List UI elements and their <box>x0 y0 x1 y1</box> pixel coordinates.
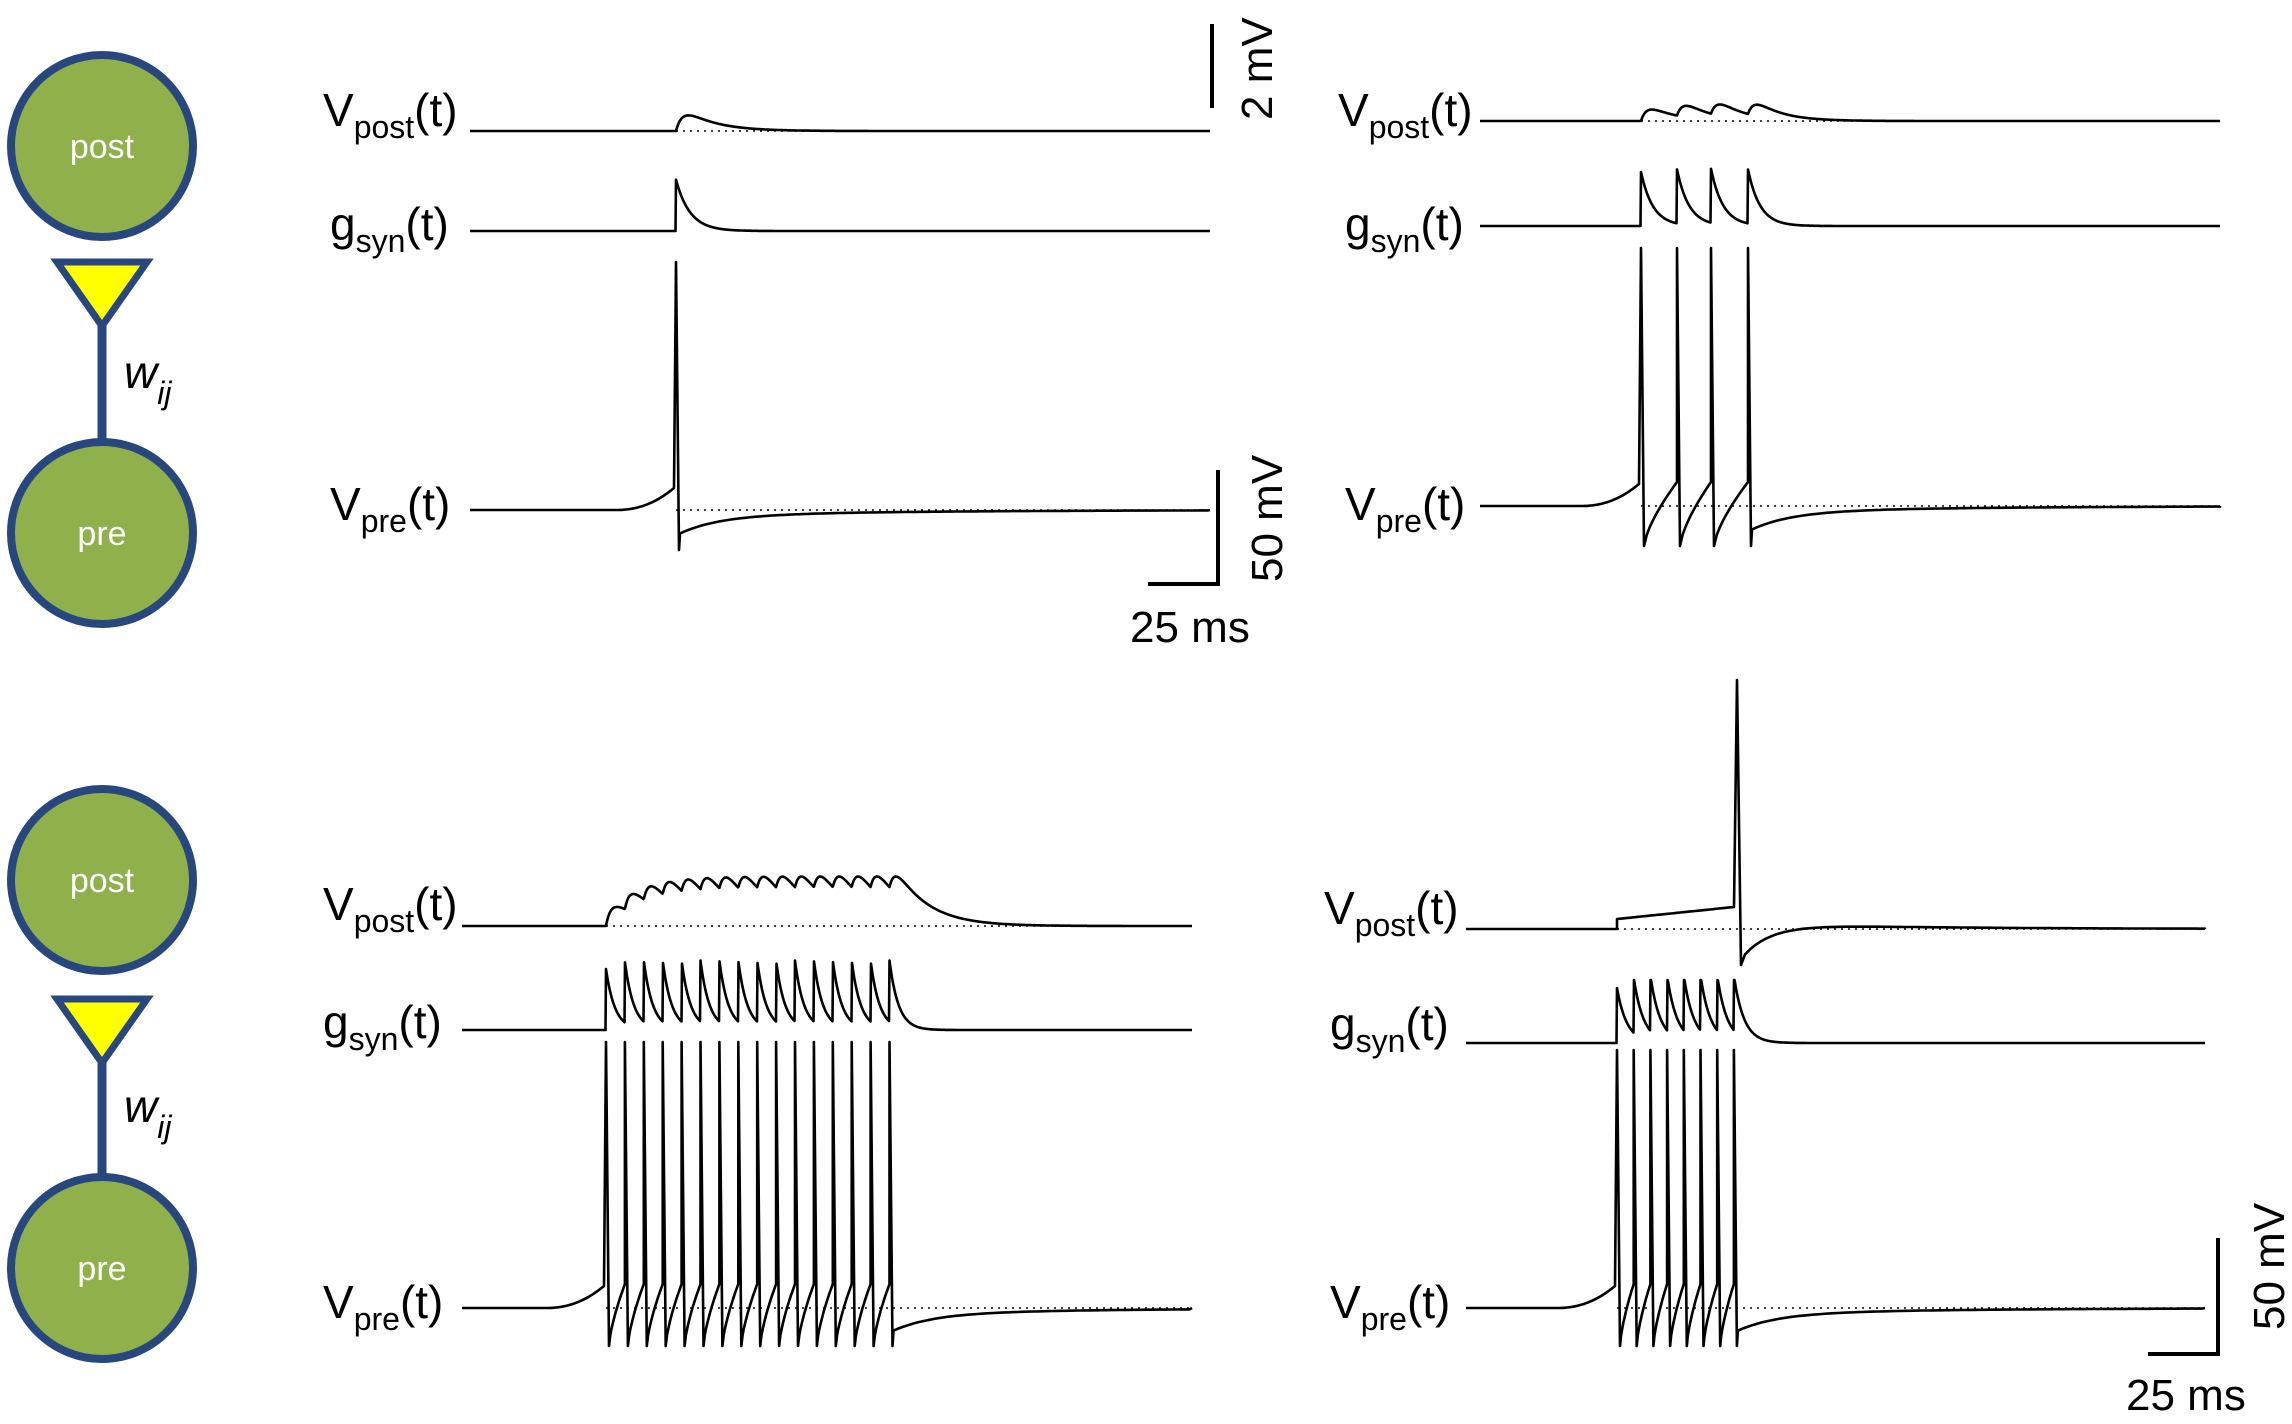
g-syn-label: gsyn(t) <box>1345 198 1464 259</box>
v-pre-trace <box>1480 246 2222 548</box>
g-syn-trace <box>461 959 1193 1032</box>
scale-bar-post-voltage: 2 mV <box>1210 17 1282 120</box>
traces-layer <box>461 103 2222 1348</box>
post-neuron <box>7 785 197 975</box>
schematic-top: post pre wij <box>7 51 197 628</box>
v-post-trace <box>461 875 1193 928</box>
schematic-bottom: post pre wij <box>7 785 197 1363</box>
v-post-label: Vpost(t) <box>323 878 458 939</box>
v-pre-label: Vpre(t) <box>330 478 450 539</box>
scale-bar-time-label: 25 ms <box>1130 603 1250 652</box>
g-syn-trace <box>1465 978 2206 1045</box>
g-syn-trace <box>469 178 1211 233</box>
post-neuron <box>7 51 197 241</box>
scale-bar-bottom: 50 mV 25 ms <box>2126 1202 2292 1420</box>
pre-neuron-label: pre <box>77 1250 126 1288</box>
g-syn-label: gsyn(t) <box>323 996 442 1057</box>
scale-bar-pre-voltage-label: 50 mV <box>1243 454 1292 582</box>
scale-bar-pre-voltage-label: 50 mV <box>2245 1202 2292 1330</box>
weight-label: wij <box>124 1080 172 1145</box>
v-pre-label: Vpre(t) <box>1330 1276 1450 1337</box>
v-post-trace <box>1466 678 2207 967</box>
scale-bar-time-label: 25 ms <box>2126 1371 2246 1420</box>
scale-bar-post-voltage-label: 2 mV <box>1233 17 1282 120</box>
v-post-trace <box>469 114 1211 133</box>
g-syn-label: gsyn(t) <box>1330 998 1449 1059</box>
pre-neuron <box>7 438 197 628</box>
v-post-trace <box>1479 103 2221 123</box>
v-pre-trace <box>462 1040 1193 1348</box>
v-pre-label: Vpre(t) <box>1345 478 1465 539</box>
v-pre-label: Vpre(t) <box>323 1276 443 1337</box>
synapse-icon <box>50 258 154 333</box>
weight-label: wij <box>124 346 172 411</box>
g-syn-label: gsyn(t) <box>330 198 449 259</box>
v-pre-trace <box>1466 1048 2206 1348</box>
scale-bar-top: 50 mV 25 ms <box>1130 454 1292 652</box>
g-syn-trace <box>1479 167 2221 228</box>
v-post-label: Vpost(t) <box>1338 84 1473 145</box>
pre-neuron-label: pre <box>77 515 126 553</box>
v-pre-trace <box>470 260 1211 552</box>
v-post-label: Vpost(t) <box>1324 882 1459 943</box>
post-neuron-label: post <box>70 128 135 166</box>
post-neuron-label: post <box>70 862 135 900</box>
synapse-icon <box>50 995 154 1070</box>
pre-neuron <box>7 1173 197 1363</box>
v-post-label: Vpost(t) <box>323 84 458 145</box>
